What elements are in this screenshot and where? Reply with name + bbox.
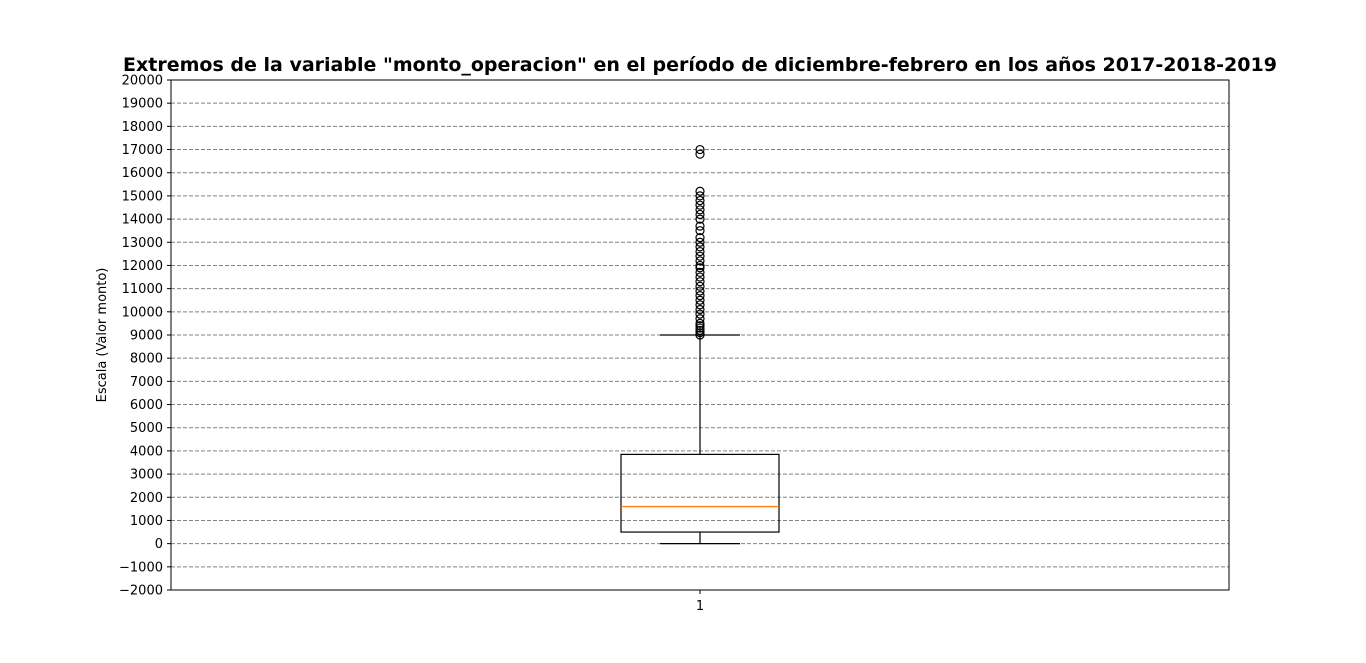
y-tick-label: 3000	[130, 468, 163, 483]
outlier-point	[695, 205, 705, 215]
box-series	[620, 144, 780, 545]
outlier-point	[695, 267, 705, 278]
y-tick-label: 14000	[122, 213, 163, 228]
y-tick-label: 9000	[130, 329, 163, 344]
outlier-point	[695, 237, 705, 247]
outlier-point	[695, 314, 705, 324]
y-tick-label: 16000	[122, 166, 163, 181]
outlier-point	[695, 242, 705, 252]
outlier-point	[695, 281, 705, 291]
y-tick-label: 15000	[122, 189, 163, 204]
outlier-point	[695, 290, 705, 301]
y-tick-label: 19000	[122, 97, 163, 112]
outlier-point	[695, 304, 705, 315]
outlier-point	[695, 226, 705, 236]
y-tick-label: 13000	[122, 236, 163, 251]
y-tick-label: 12000	[122, 259, 163, 274]
outlier-point	[695, 323, 705, 333]
outlier-point	[695, 330, 705, 340]
outlier-point	[695, 191, 705, 201]
outlier-point	[695, 277, 705, 287]
outlier-point	[695, 200, 705, 210]
y-tick-label: 8000	[130, 352, 163, 367]
y-tick-label: 7000	[130, 375, 163, 390]
outlier-point	[695, 272, 705, 282]
outlier-point	[695, 144, 705, 155]
outlier-point	[695, 221, 705, 231]
y-tick-label: 10000	[122, 305, 163, 320]
outlier-point	[695, 186, 705, 196]
x-tick-label: 1	[696, 599, 704, 614]
outlier-point	[695, 214, 705, 224]
y-tick-label: 5000	[130, 421, 163, 436]
outlier-point	[695, 195, 705, 206]
x-axis-ticks: 1	[696, 590, 704, 614]
outlier-point	[695, 328, 705, 338]
iqr-box	[620, 453, 780, 533]
outlier-point	[695, 256, 705, 266]
outlier-point	[695, 318, 705, 329]
y-tick-label: 20000	[122, 74, 163, 89]
outlier-point	[695, 309, 705, 319]
axes-frame	[170, 79, 1230, 591]
outlier-point	[695, 209, 705, 220]
y-tick-label: 18000	[122, 120, 163, 135]
y-tick-label: 11000	[122, 282, 163, 297]
outlier-point	[695, 300, 705, 310]
chart-title: Extremos de la variable "monto_operacion…	[123, 54, 1277, 76]
outlier-point	[695, 321, 705, 331]
outlier-point	[695, 286, 705, 296]
y-tick-label: 1000	[130, 514, 163, 529]
outlier-point	[695, 263, 705, 273]
y-tick-label: 17000	[122, 143, 163, 158]
y-axis-ticks: −2000 −1000 0 1000 2000 3000 4000 5000 6000 7000 8…	[119, 74, 171, 599]
outlier-point	[695, 260, 705, 271]
outlier-point	[695, 325, 705, 335]
outlier-point	[695, 295, 705, 305]
outlier-point	[695, 233, 705, 243]
y-tick-label: −1000	[119, 560, 163, 575]
y-tick-label: −2000	[119, 584, 163, 599]
y-tick-label: 6000	[130, 398, 163, 413]
outlier-point	[695, 251, 705, 261]
y-tick-label: 2000	[130, 491, 163, 506]
outlier-point	[695, 149, 705, 159]
outlier-point	[695, 246, 705, 257]
y-tick-label: 4000	[130, 444, 163, 459]
y-tick-label: 0	[155, 537, 163, 552]
y-axis-label: Escala (Valor monto)	[95, 268, 110, 403]
